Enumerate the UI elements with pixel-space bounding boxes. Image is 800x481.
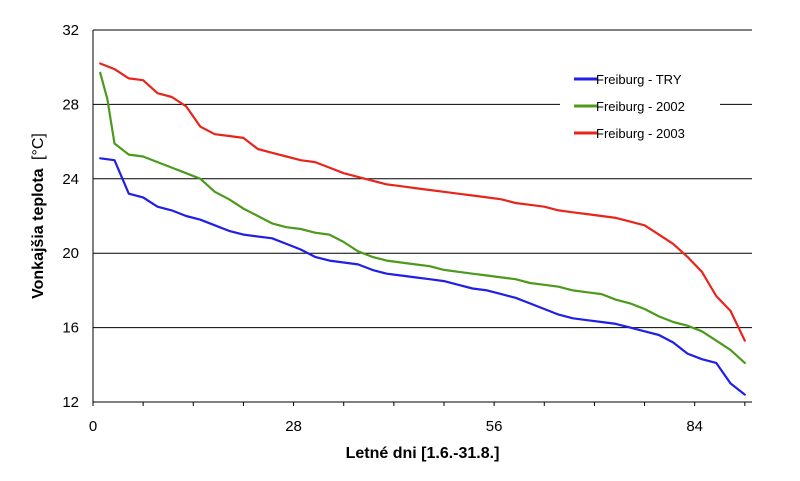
legend-label-1: Freiburg - TRY [596,72,682,87]
x-axis-title: Letné dni [1.6.-31.8.] [346,445,500,462]
y-tick-label-32: 32 [62,22,79,39]
x-tick-label-84: 84 [686,418,703,435]
legend-label-2: Freiburg - 2002 [596,99,685,114]
y-tick-label-12: 12 [62,394,79,411]
series-line-2 [99,71,746,364]
series-line-3 [99,62,746,342]
y-axis-title-main: Vonkajšia teplota [30,168,47,299]
legend-label-3: Freiburg - 2003 [596,126,685,141]
x-tick-label-28: 28 [285,418,302,435]
tick-labels: 0 28 56 84 12 16 20 24 28 32 [62,22,746,435]
legend-items: Freiburg - TRY Freiburg - 2002 Freiburg - … [574,72,685,141]
y-tick-label-28: 28 [62,96,79,113]
y-tick-label-24: 24 [62,171,79,188]
y-tick-label-16: 16 [62,320,79,337]
series-lines [99,62,746,396]
y-axis-title: Vonkajšia teplota [°C] [30,133,47,299]
gridlines [93,29,752,403]
y-tick-label-20: 20 [62,245,79,262]
y-axis-title-unit: [°C] [30,133,47,160]
series-line-1 [99,157,746,396]
x-tick-label-56: 56 [486,418,503,435]
legend: Freiburg - TRY Freiburg - 2002 Freiburg - … [560,66,720,151]
x-tick-label-0: 0 [89,418,97,435]
